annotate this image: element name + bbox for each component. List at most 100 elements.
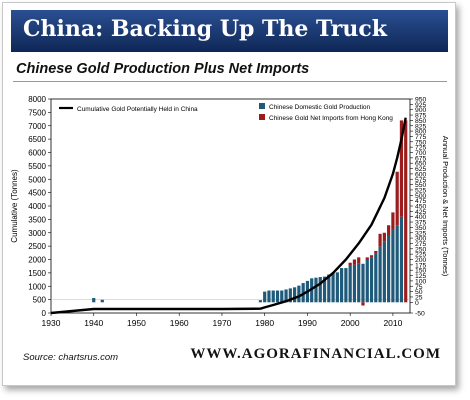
domestic-bar-2002: [357, 263, 361, 303]
y-tick-label-6000: 6000: [28, 149, 46, 158]
domestic-bar-2008: [382, 241, 386, 303]
y-tick-label-7000: 7000: [28, 122, 46, 131]
x-tick-label-1940: 1940: [84, 318, 103, 328]
domestic-bar-1980: [263, 291, 267, 303]
x-tick-label-1980: 1980: [255, 318, 274, 328]
domestic-bar-1984: [280, 290, 284, 303]
y2-tick-label-850: 850: [415, 118, 427, 125]
import-bar-2006: [374, 250, 378, 254]
domestic-bar-1983: [275, 290, 280, 303]
chart-plot: 0500100015002000250030003500400045005000…: [10, 95, 450, 328]
domestic-bar-2004: [365, 259, 369, 303]
source-note: Source: chartsrus.com: [23, 352, 119, 363]
x-tick-label-1990: 1990: [298, 318, 317, 328]
banner-title: China: Backing Up The Truck: [23, 16, 388, 42]
y2-tick-label-175: 175: [415, 262, 427, 269]
y2-tick-label-475: 475: [415, 198, 427, 205]
domestic-bar-1998: [340, 268, 344, 303]
y2-tick-label-875: 875: [415, 113, 427, 120]
y2-tick-label-50: 50: [415, 289, 423, 296]
import-bar-2013: [404, 120, 408, 303]
y2-tick-label-275: 275: [415, 241, 427, 248]
bars: [92, 120, 408, 306]
y2-tick-label-500: 500: [415, 193, 427, 200]
y2-tick-label-675: 675: [415, 155, 427, 162]
import-bar-2000: [348, 262, 352, 266]
legend: Cumulative Gold Potentially Held in Chin…: [59, 103, 393, 122]
legend-swatch-domestic: [259, 103, 265, 109]
y2-tick-label-825: 825: [415, 123, 427, 130]
import-bar-2011: [395, 171, 399, 226]
domestic-bar-1992: [314, 277, 318, 303]
x-tick-label-1960: 1960: [170, 318, 189, 328]
import-bar-2010: [391, 212, 395, 230]
import-bar-2001: [352, 259, 357, 265]
y-tick-label-3000: 3000: [28, 229, 46, 238]
y2-tick-label--50: -50: [415, 311, 425, 318]
import-bar-2008: [382, 232, 386, 242]
import-bar-2004: [365, 257, 369, 260]
y-tick-label-3500: 3500: [28, 215, 46, 224]
domestic-bar-2007: [378, 246, 382, 303]
domestic-bar-2011: [395, 225, 399, 303]
plot-border: [50, 98, 411, 314]
cumulative-line-group: [50, 117, 407, 315]
legend-swatch-imports: [259, 114, 265, 120]
y2-tick-label-950: 950: [415, 97, 427, 104]
domestic-bar-1981: [267, 290, 271, 303]
legend-label-cumulative: Cumulative Gold Potentially Held in Chin…: [77, 106, 198, 113]
x-tick-label-2010: 2010: [383, 318, 402, 328]
import-bar-2012: [399, 120, 404, 217]
y-tick-label-7500: 7500: [28, 108, 46, 117]
y2-tick-label-125: 125: [415, 273, 427, 280]
title-banner: [11, 10, 448, 52]
y2-tick-label-225: 225: [415, 252, 427, 259]
y-tick-label-4000: 4000: [28, 202, 46, 211]
y2-tick-label-0: 0: [415, 300, 419, 307]
domestic-bar-2001: [352, 264, 357, 303]
import-bar-2007: [378, 233, 382, 247]
y-tick-label-2000: 2000: [28, 256, 46, 265]
y-axis-title: Cumulative (Tonnes): [10, 169, 19, 243]
y2-tick-label-650: 650: [415, 161, 427, 168]
domestic-bar-1995: [327, 274, 331, 303]
domestic-bar-1996: [331, 272, 335, 303]
y2-tick-label-700: 700: [415, 150, 427, 157]
y2-tick-label-25: 25: [415, 294, 423, 301]
y-tick-label-500: 500: [33, 296, 47, 305]
y-tick-label-8000: 8000: [28, 95, 46, 104]
y2-tick-label-425: 425: [415, 209, 427, 216]
y-tick-label-6500: 6500: [28, 135, 46, 144]
import-bar-2002: [357, 257, 361, 264]
legend-label-domestic: Chinese Domestic Gold Production: [269, 104, 371, 111]
y-tick-label-1000: 1000: [28, 282, 46, 291]
y2-tick-label-900: 900: [415, 107, 427, 114]
y-tick-label-5000: 5000: [28, 175, 46, 184]
y2-tick-label-575: 575: [415, 177, 427, 184]
x-tick-label-1930: 1930: [42, 318, 61, 328]
title-divider: [13, 81, 447, 82]
domestic-bar-1993: [318, 277, 322, 303]
y2-tick-label-100: 100: [415, 278, 427, 285]
import-bar-2009: [387, 225, 391, 236]
import-bar-2003: [361, 302, 365, 306]
domestic-bar-2012: [399, 216, 404, 303]
y2-tick-label-400: 400: [415, 214, 427, 221]
chart-title: Chinese Gold Production Plus Net Imports: [16, 61, 310, 77]
y2-tick-label-925: 925: [415, 102, 427, 109]
y-tick-label-1500: 1500: [28, 269, 46, 278]
y2-tick-label-625: 625: [415, 166, 427, 173]
x-tick-label-2000: 2000: [341, 318, 360, 328]
domestic-bar-2010: [391, 229, 395, 303]
domestic-bar-1997: [335, 272, 339, 303]
cumulative-line: [50, 117, 407, 315]
y-tick-label-0: 0: [42, 309, 47, 318]
domestic-bar-1994: [322, 276, 327, 303]
x-tick-label-1970: 1970: [212, 318, 231, 328]
y2-tick-label-325: 325: [415, 230, 427, 237]
y-tick-label-5500: 5500: [28, 162, 46, 171]
domestic-bar-1985: [284, 289, 288, 303]
y2-tick-label-300: 300: [415, 236, 427, 243]
domestic-bar-1940: [92, 298, 96, 303]
domestic-bar-1988: [297, 285, 301, 303]
